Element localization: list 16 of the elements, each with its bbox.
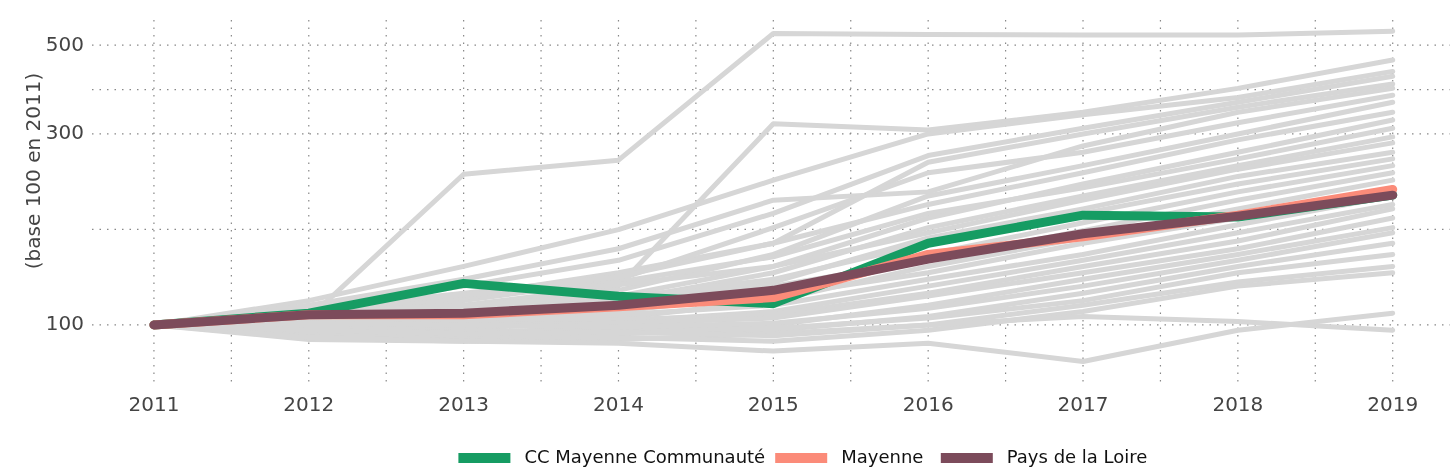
x-tick-label: 2019 (1367, 391, 1419, 416)
legend-label: Mayenne (841, 446, 924, 467)
y-tick-label: 100 (45, 311, 84, 336)
x-tick-label: 2013 (438, 391, 490, 416)
y-axis-title: (base 100 en 2011) (20, 72, 45, 270)
x-tick-label: 2011 (128, 391, 180, 416)
x-tick-label: 2015 (747, 391, 799, 416)
y-tick-label: 500 (45, 31, 84, 56)
y-tick-label: 300 (45, 120, 84, 145)
legend-label: Pays de la Loire (1006, 446, 1148, 467)
x-tick-label: 2017 (1057, 391, 1109, 416)
x-tick-label: 2012 (283, 391, 335, 416)
legend-label: CC Mayenne Communauté (524, 446, 766, 467)
x-tick-label: 2018 (1212, 391, 1264, 416)
x-tick-label: 2016 (902, 391, 954, 416)
x-tick-label: 2014 (593, 391, 644, 416)
